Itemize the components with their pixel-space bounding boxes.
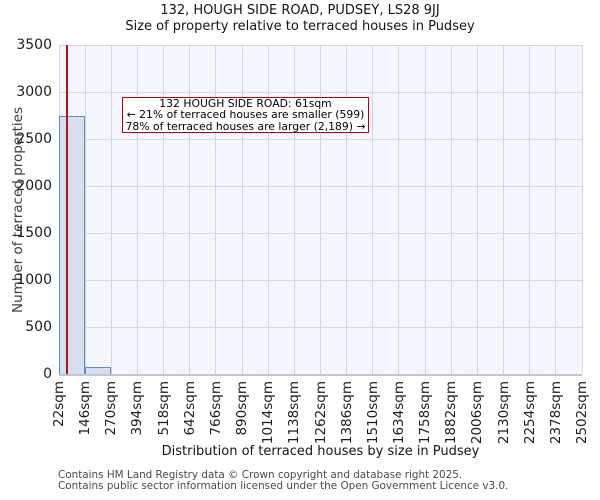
grid-line-vertical [110,45,112,374]
property-marker-line [66,45,69,374]
footer-line-1: Contains HM Land Registry data © Crown c… [58,469,463,481]
grid-line-vertical [84,45,86,374]
grid-line-horizontal [59,92,582,93]
grid-line-horizontal [59,45,582,46]
chart-title: 132, HOUGH SIDE ROAD, PUDSEY, LS28 9JJ [160,3,440,18]
grid-line-vertical [136,45,138,374]
y-tick-label: 500 [25,319,52,335]
grid-line-vertical [424,45,426,374]
grid-line-vertical [555,45,557,374]
chart-subtitle: Size of property relative to terraced ho… [125,19,475,34]
grid-line-vertical [476,45,478,374]
grid-line-vertical [267,45,269,374]
grid-line-vertical [320,45,321,374]
grid-line-horizontal [59,186,582,187]
annotation-line-2: ← 21% of terraced houses are smaller (59… [126,108,365,122]
copyright-footer: Contains HM Land Registry data © Crown c… [58,470,508,492]
grid-line-vertical [450,45,452,374]
histogram-bar [59,116,86,374]
y-tick-label: 2000 [16,178,52,194]
y-tick-label: 1500 [16,225,52,241]
grid-line-vertical [241,45,243,374]
grid-line-vertical [346,45,348,374]
footer-line-2: Contains public sector information licen… [58,479,509,492]
y-tick-label: 1000 [16,272,52,288]
grid-line-vertical [215,45,217,374]
grid-line-vertical [163,45,165,374]
grid-line-vertical [293,45,295,374]
grid-line-vertical [372,45,374,374]
grid-line-vertical [503,45,505,374]
grid-line-vertical [398,45,400,374]
x-axis-title: Distribution of terraced houses by size … [161,444,480,459]
grid-line-horizontal [59,139,582,140]
y-tick-label: 3000 [16,84,52,100]
grid-line-horizontal [59,233,582,234]
y-tick-label: 3500 [16,37,52,53]
y-tick-label: 2500 [16,131,52,147]
grid-line-horizontal [59,280,582,281]
annotation-line-3: 78% of terraced houses are larger (2,189… [125,119,366,133]
plot-area: 132 HOUGH SIDE ROAD: 61sqm ← 21% of terr… [58,45,583,376]
y-tick-label: 0 [43,366,52,382]
grid-line-horizontal [59,327,582,328]
histogram-bar [85,366,112,374]
grid-line-vertical [189,45,191,374]
annotation-line-1: 132 HOUGH SIDE ROAD: 61sqm [159,96,332,110]
grid-line-vertical [529,45,531,374]
grid-line-vertical [581,45,583,374]
property-annotation-box: 132 HOUGH SIDE ROAD: 61sqm ← 21% of terr… [122,97,369,133]
